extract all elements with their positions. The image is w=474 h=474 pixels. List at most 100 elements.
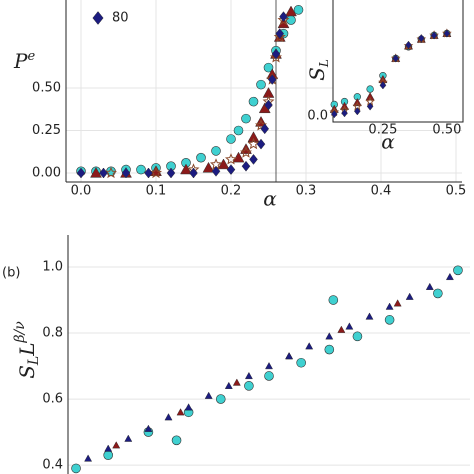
- point: [324, 344, 335, 355]
- y-label-l: L: [15, 343, 39, 357]
- point: [184, 403, 193, 411]
- y-axis-label: Pe: [13, 49, 35, 73]
- y-tick-label: 0.25: [32, 123, 61, 138]
- point: [244, 371, 253, 380]
- point: [352, 331, 363, 342]
- point: [204, 391, 213, 399]
- y-label-sub: L: [26, 356, 42, 366]
- y-tick-label: 0.8: [42, 326, 63, 341]
- x-axis-label: α: [263, 187, 277, 211]
- inset: 0.0 0.25 0.50: [307, 28, 461, 138]
- point: [215, 394, 226, 404]
- point: [384, 315, 395, 325]
- point: [345, 322, 354, 330]
- point: [248, 96, 259, 107]
- point: [277, 13, 290, 26]
- point: [249, 153, 258, 165]
- point: [353, 107, 361, 116]
- point: [217, 158, 230, 170]
- point: [136, 164, 146, 175]
- point: [443, 29, 451, 38]
- point: [76, 167, 86, 179]
- point: [166, 167, 176, 179]
- point: [417, 34, 425, 43]
- point: [256, 138, 266, 150]
- legend-marker: [92, 11, 104, 25]
- point: [286, 15, 296, 25]
- point: [328, 295, 339, 305]
- point: [224, 153, 238, 165]
- point: [365, 312, 374, 320]
- x-tick-label: 0.0: [71, 184, 92, 199]
- point: [256, 79, 266, 90]
- point: [103, 450, 113, 460]
- x-tick-label: 0.2: [221, 184, 242, 199]
- point: [171, 435, 182, 446]
- point: [366, 102, 374, 111]
- point: [202, 161, 215, 173]
- point: [285, 5, 297, 17]
- y-label-s: S: [15, 365, 39, 379]
- point: [296, 357, 306, 368]
- x-tick-label: 0.3: [296, 184, 317, 199]
- point: [99, 167, 108, 179]
- point: [392, 54, 400, 63]
- point: [305, 342, 314, 350]
- x-tick-label: 0.4: [371, 184, 392, 199]
- point: [393, 299, 402, 307]
- inset-y-label-main: S: [305, 67, 329, 81]
- y-label-sup: e: [27, 49, 35, 64]
- panel-b-y-label: SLLβ/ν: [12, 321, 42, 379]
- point: [244, 381, 254, 391]
- point: [337, 325, 346, 333]
- point: [453, 265, 463, 276]
- point: [226, 134, 236, 144]
- legend-label: 80: [112, 11, 129, 26]
- point: [365, 92, 375, 101]
- point: [189, 167, 198, 179]
- x-tick-label: 0.1: [146, 184, 167, 199]
- x-tick-label: 0.25: [368, 123, 397, 138]
- point: [150, 166, 162, 179]
- point: [241, 160, 251, 172]
- point: [247, 137, 260, 150]
- point: [405, 292, 414, 300]
- x-tick-label: 0.5: [446, 184, 467, 199]
- point: [285, 352, 294, 360]
- point: [379, 81, 387, 90]
- point: [247, 131, 260, 142]
- point: [232, 151, 245, 163]
- point: [226, 164, 236, 175]
- point: [330, 109, 338, 119]
- point: [211, 165, 221, 177]
- y-tick-label: 0.00: [32, 165, 61, 180]
- point: [366, 85, 374, 93]
- point: [269, 51, 283, 63]
- point: [240, 146, 252, 158]
- point: [232, 378, 241, 386]
- point: [293, 5, 304, 15]
- point: [71, 463, 81, 474]
- x-tick-label: 0.50: [432, 123, 461, 138]
- point: [180, 163, 192, 175]
- point: [211, 146, 221, 156]
- point: [224, 381, 233, 389]
- y-tick-label: 0.0: [307, 108, 328, 123]
- point: [124, 434, 133, 442]
- inset-y-label: SL: [305, 59, 331, 81]
- point: [405, 40, 412, 50]
- point: [264, 371, 274, 381]
- y-label-main: P: [13, 49, 28, 73]
- point: [241, 113, 251, 124]
- point: [279, 11, 288, 23]
- point: [176, 408, 185, 416]
- y-tick-label: 0.6: [42, 392, 63, 407]
- point: [84, 454, 93, 462]
- point: [264, 99, 273, 111]
- point: [164, 413, 173, 421]
- panel-label: (b): [2, 266, 20, 281]
- panel-b: 0.4 0.6 0.8 1.0: [42, 235, 470, 474]
- point: [267, 74, 277, 85]
